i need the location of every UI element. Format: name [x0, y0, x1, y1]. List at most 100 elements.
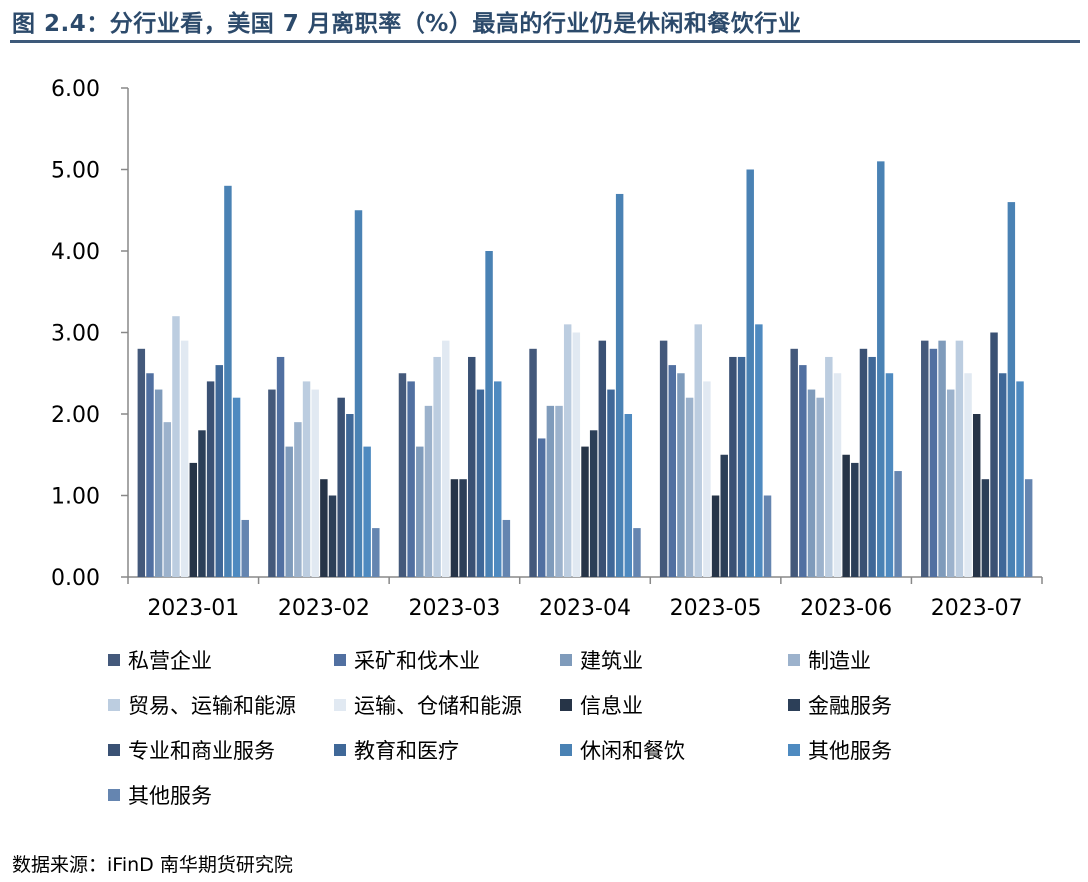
bar [598, 340, 607, 577]
legend-swatch [560, 744, 572, 756]
bar [581, 446, 589, 577]
y-tick-label: 6.00 [51, 77, 100, 102]
y-tick-label: 3.00 [51, 322, 100, 347]
legend-label: 教育和医疗 [354, 739, 459, 763]
bar [537, 438, 546, 577]
bar [746, 169, 754, 577]
legend-swatch [560, 699, 572, 711]
bar [668, 365, 677, 577]
y-tick-label: 2.00 [51, 403, 100, 428]
legend-label: 贸易、运输和能源 [128, 694, 296, 718]
bar [677, 373, 685, 577]
bar [189, 462, 198, 577]
legend-swatch [560, 654, 572, 666]
bar [825, 356, 833, 577]
x-tick-label: 2023-05 [670, 596, 762, 621]
legend-label: 其他服务 [808, 739, 892, 763]
bar [363, 446, 371, 577]
legend-label: 采矿和伐木业 [354, 649, 480, 673]
legend-label: 运输、仓储和能源 [354, 694, 522, 718]
legend-item: 信息业 [560, 690, 643, 720]
title-rule [10, 40, 1080, 43]
x-axis: 2023-01 2023-02 2023-03 2023-04 2023-05 2023-… [127, 576, 1043, 621]
y-axis: 0.00 1.00 2.00 3.00 4.00 5.00 6.00 [51, 77, 129, 591]
bar [868, 356, 876, 577]
bar [346, 414, 354, 577]
bar [198, 430, 206, 577]
bar [224, 185, 232, 578]
bar [572, 332, 581, 577]
legend-item: 采矿和伐木业 [334, 645, 480, 675]
bar [807, 389, 816, 577]
bar [921, 340, 929, 577]
y-tick-label: 0.00 [51, 566, 100, 591]
x-tick-label: 2023-03 [408, 596, 500, 621]
bar [1007, 202, 1016, 577]
legend-label: 金融服务 [808, 694, 892, 718]
bar [859, 348, 868, 577]
bar [529, 348, 537, 577]
legend-swatch [334, 699, 346, 711]
bar [137, 348, 146, 577]
bar [990, 332, 998, 577]
bar [354, 210, 363, 577]
legend-swatch [108, 744, 120, 756]
bar [685, 397, 694, 577]
legend-item: 私营企业 [108, 645, 212, 675]
bar [416, 446, 424, 577]
x-tick-label: 2023-01 [147, 596, 239, 621]
bar [633, 528, 641, 577]
bar [790, 348, 798, 577]
x-tick-label: 2023-07 [931, 596, 1023, 621]
bar [885, 373, 894, 577]
bar [485, 251, 493, 577]
bar [964, 373, 972, 577]
bar [755, 324, 763, 577]
x-tick-label: 2023-04 [539, 596, 631, 621]
legend-item: 其他服务 [108, 780, 212, 810]
bar [311, 389, 319, 577]
legend-swatch [788, 744, 800, 756]
bar [337, 397, 345, 577]
bar [589, 430, 598, 577]
bar [938, 340, 946, 577]
bar [468, 356, 476, 577]
y-tick-label: 1.00 [51, 485, 100, 510]
legend-item: 运输、仓储和能源 [334, 690, 522, 720]
bar [180, 340, 189, 577]
bar [729, 356, 737, 577]
bar [737, 356, 746, 577]
bar [294, 422, 302, 577]
legend-label: 信息业 [580, 694, 643, 718]
bar [163, 422, 172, 577]
bar [172, 316, 180, 577]
bar [624, 414, 633, 577]
bar [285, 446, 293, 577]
bar [955, 340, 964, 577]
bar [154, 389, 163, 577]
bar [998, 373, 1007, 577]
y-tick-label: 5.00 [51, 159, 100, 184]
chart-plot: 0.001.002.003.004.005.006.00 2023-01 2023… [51, 77, 1043, 621]
legend-swatch [788, 699, 800, 711]
bar [302, 381, 311, 577]
bar [947, 389, 955, 577]
bar [241, 519, 249, 577]
bar [972, 414, 981, 577]
legend-swatch [108, 654, 120, 666]
legend-label: 专业和商业服务 [128, 739, 275, 763]
bar [459, 479, 467, 577]
legend-swatch [788, 654, 800, 666]
bar [407, 381, 415, 577]
bar [1016, 381, 1024, 577]
bar [981, 479, 990, 577]
bar [424, 405, 433, 577]
bar [433, 356, 441, 577]
legend-label: 其他服务 [128, 784, 212, 808]
legend-swatch [108, 699, 120, 711]
bar [851, 462, 859, 577]
bar [476, 389, 485, 577]
bar [816, 397, 824, 577]
legend-item: 金融服务 [788, 690, 892, 720]
bar [799, 365, 807, 577]
